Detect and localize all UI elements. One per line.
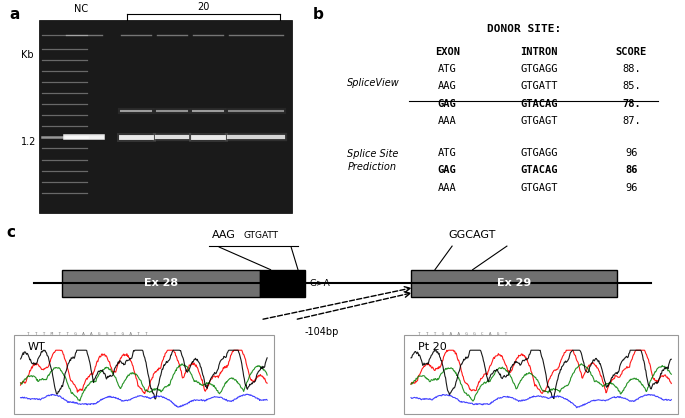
Text: GGCAGT: GGCAGT [449,230,496,240]
Bar [260,270,305,297]
Text: T  T  T  M  T  T  G  A  A  G  G  T  G  A  T  T: T T T M T T G A A G G T G A T T [27,332,148,336]
Text: 96: 96 [625,183,638,193]
Text: GAG: GAG [438,99,456,109]
Text: Pt 20: Pt 20 [418,342,447,352]
Text: 96: 96 [625,148,638,158]
Text: DONOR SITE:: DONOR SITE: [487,24,561,34]
Text: NC: NC [74,5,88,14]
Text: GTGAGG: GTGAGG [521,64,558,74]
Text: 20: 20 [197,2,210,12]
Text: b: b [313,7,324,22]
Text: GTGAGT: GTGAGT [521,116,558,126]
Text: 88.: 88. [622,64,640,74]
Text: AAG: AAG [212,230,236,240]
Text: a: a [9,7,19,22]
Text: GTACAG: GTACAG [521,99,558,109]
Text: GTGAGG: GTGAGG [521,148,558,158]
Text: GTGATT: GTGATT [521,81,558,91]
Text: 78.: 78. [622,99,640,109]
Text: ATG: ATG [438,64,456,74]
Text: EXON: EXON [435,46,460,56]
Text: -104bp: -104bp [305,326,339,336]
Text: 86: 86 [625,165,638,175]
Text: WT: WT [27,342,45,352]
Text: Ex 29: Ex 29 [497,278,531,288]
Text: GAG: GAG [438,165,456,175]
Text: SpliceView: SpliceView [347,78,400,88]
Text: GTACAG: GTACAG [521,165,558,175]
Text: G>A: G>A [310,279,330,288]
Text: SCORE: SCORE [616,46,647,56]
Text: T  T  T  G  A  A  G  G  C  A  G  T: T T T G A A G G C A G T [418,332,507,336]
Text: Splice Site
Prediction: Splice Site Prediction [347,149,399,172]
Text: INTRON: INTRON [521,46,558,56]
Text: Kb: Kb [21,51,34,60]
Bar [14,336,274,414]
Bar [404,336,678,414]
Text: GTGAGT: GTGAGT [521,183,558,193]
Bar [411,270,616,297]
Bar [39,20,292,213]
Text: AAA: AAA [438,183,456,193]
Bar [62,270,260,297]
Text: GTGATT: GTGATT [243,231,278,240]
Text: AAG: AAG [438,81,456,91]
Text: ATG: ATG [438,148,456,158]
Text: 87.: 87. [622,116,640,126]
Text: Ex 28: Ex 28 [144,278,178,288]
Text: c: c [7,225,16,240]
Text: 1.2: 1.2 [21,137,36,147]
Text: AAA: AAA [438,116,456,126]
Text: 85.: 85. [622,81,640,91]
